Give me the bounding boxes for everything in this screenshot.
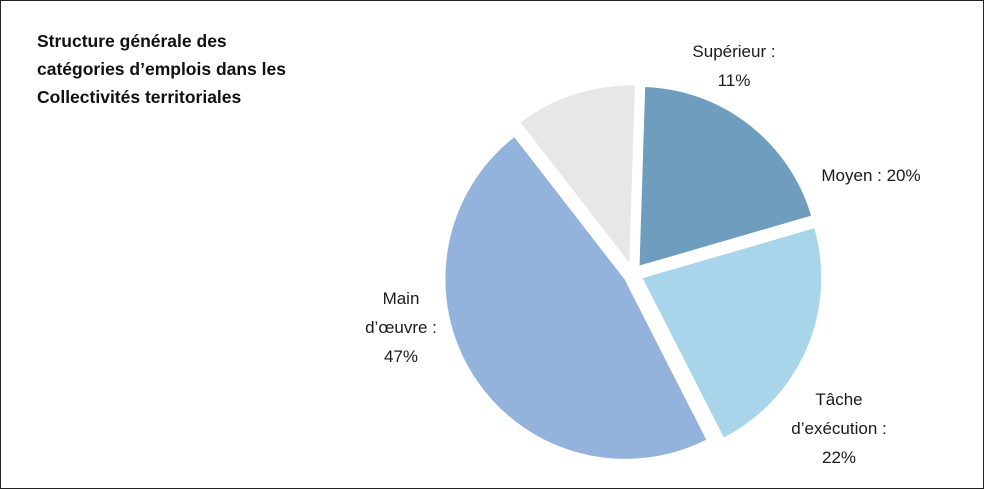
label-superieur-line-1: Supérieur : bbox=[692, 42, 776, 61]
chart-title-line-1: Structure générale des bbox=[37, 31, 227, 51]
label-tache-line-3: 22% bbox=[821, 448, 857, 467]
pie-slice-main-d-uvre bbox=[443, 134, 709, 461]
label-main-line-1: Main bbox=[382, 289, 420, 308]
label-superieur: Supérieur : 11% bbox=[669, 37, 799, 95]
label-moyen: Moyen : 20% bbox=[801, 161, 941, 190]
label-main-oeuvre: Main d’œuvre : 47% bbox=[346, 284, 456, 371]
label-tache-line-1: Tâche bbox=[815, 390, 863, 409]
chart-title-line-2: catégories d’emplois dans les bbox=[37, 59, 286, 79]
pie-slice-moyen bbox=[637, 84, 814, 269]
label-superieur-line-2: 11% bbox=[717, 71, 751, 90]
label-main-line-3: 47% bbox=[383, 347, 419, 366]
pie-slice-sup-rieur bbox=[517, 83, 637, 269]
label-main-line-2: d’œuvre : bbox=[365, 318, 437, 337]
label-moyen-line-1: Moyen : 20% bbox=[821, 166, 921, 185]
pie-slice-t-che-d-ex-cution bbox=[639, 225, 824, 441]
chart-title-line-3: Collectivités territoriales bbox=[37, 87, 242, 107]
label-tache-execution: Tâche d’exécution : 22% bbox=[779, 385, 899, 472]
chart-title: Structure générale des catégories d’empl… bbox=[37, 27, 357, 111]
label-tache-line-2: d’exécution : bbox=[791, 419, 887, 438]
